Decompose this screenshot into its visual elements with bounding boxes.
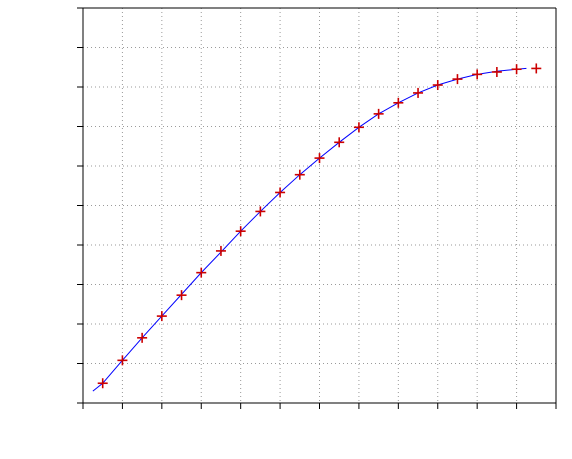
- fit-curve-line: [92, 67, 527, 392]
- data-point-marker: [314, 153, 325, 164]
- data-point-marker: [275, 187, 286, 198]
- data-point-marker: [176, 290, 187, 301]
- data-point-marker: [531, 63, 542, 74]
- data-point-marker: [413, 87, 424, 98]
- data-point-marker: [196, 267, 207, 278]
- data-point-marker: [452, 74, 463, 85]
- axes-layer: [77, 7, 557, 409]
- data-point-marker: [156, 311, 167, 322]
- data-point-marker: [472, 69, 483, 80]
- data-point-marker: [491, 66, 502, 77]
- data-point-marker: [334, 137, 345, 148]
- data-point-marker: [393, 97, 404, 108]
- data-point-marker: [432, 80, 443, 91]
- data-point-marker: [511, 64, 522, 75]
- data-point-marker: [117, 355, 128, 366]
- curve-layer: [92, 67, 527, 392]
- data-point-marker: [255, 206, 266, 217]
- points-layer: [97, 63, 542, 389]
- data-point-marker: [137, 332, 148, 343]
- data-point-marker: [215, 245, 226, 256]
- data-point-marker: [294, 169, 305, 180]
- grid-layer: [83, 8, 556, 403]
- data-point-marker: [353, 122, 364, 133]
- data-point-marker: [97, 378, 108, 389]
- data-point-marker: [235, 226, 246, 237]
- data-point-marker: [373, 108, 384, 119]
